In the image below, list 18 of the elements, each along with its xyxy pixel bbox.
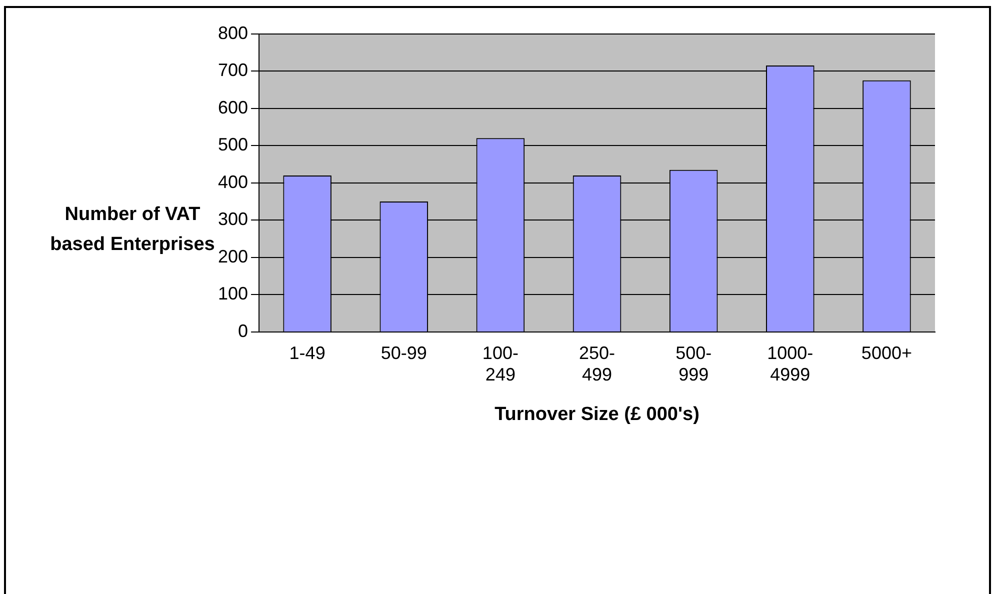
- y-axis-title: Number of VAT based Enterprises: [50, 203, 215, 257]
- x-tick-label: 1-49: [289, 342, 326, 363]
- y-tick-label: 700: [218, 60, 248, 80]
- x-axis-title: Turnover Size (£ 000's): [494, 404, 700, 425]
- y-tick-label: 0: [238, 320, 248, 341]
- y-tick-label: 200: [218, 246, 248, 266]
- x-tick-label: 1000-4999: [767, 342, 814, 384]
- x-tick-label: 50-99: [380, 342, 427, 363]
- y-tick-label: 600: [218, 97, 248, 118]
- y-tick-label: 400: [218, 172, 248, 192]
- y-tick-label: 300: [218, 209, 248, 230]
- y-tick-label: 800: [218, 22, 248, 43]
- x-tick-label: 500-999: [676, 342, 712, 384]
- x-tick-label: 250-499: [579, 342, 616, 384]
- y-tick-label: 100: [218, 284, 248, 304]
- x-tick-label: 5000+: [861, 342, 912, 363]
- y-tick-label: 500: [218, 134, 248, 155]
- x-tick-label: 100-249: [482, 342, 518, 384]
